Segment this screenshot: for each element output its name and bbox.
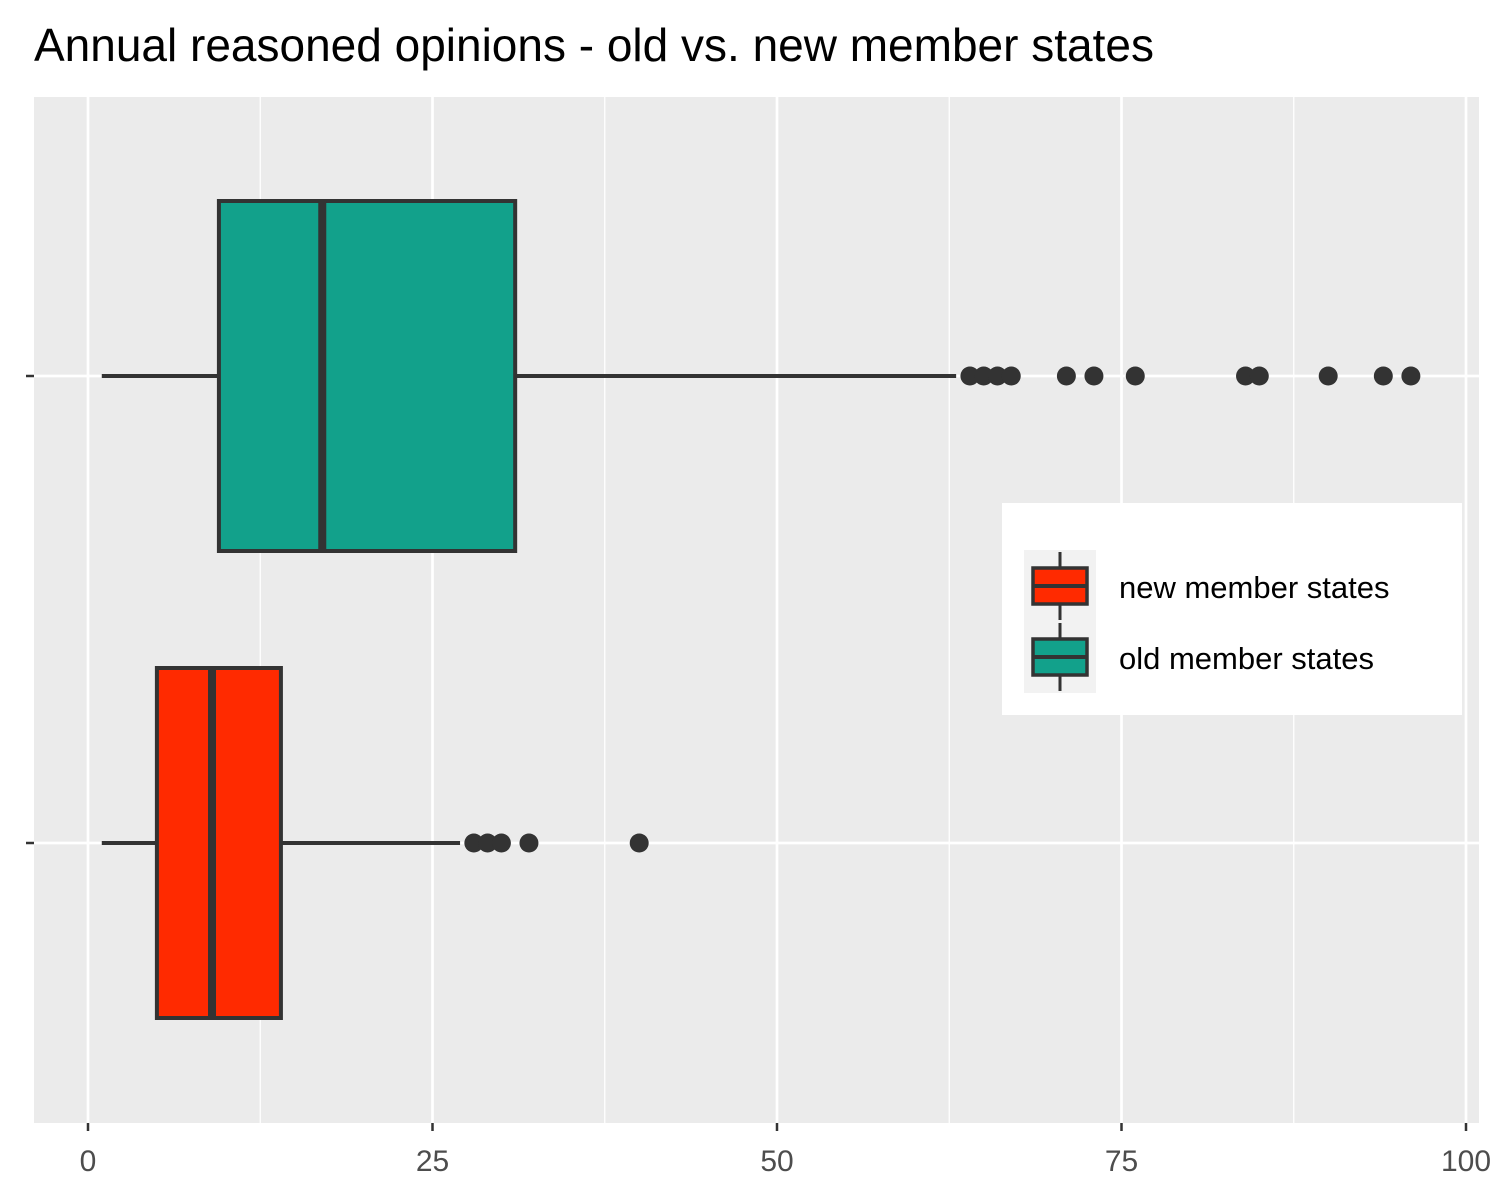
x-tick-label-75: 75 [1105, 1145, 1138, 1178]
box-new-member-states [101, 666, 649, 1020]
outlier-point [987, 366, 1007, 386]
outlier-point [1318, 366, 1338, 386]
x-axis: 0 25 50 75 100 [26, 374, 1491, 1178]
legend-key-1 [1024, 621, 1096, 693]
outlier-point [1373, 366, 1393, 386]
outlier-point [491, 833, 511, 853]
legend-label-old: old member states [1119, 641, 1374, 676]
legend-key-0 [1024, 550, 1096, 622]
outlier-point [1001, 366, 1021, 386]
outlier-point [1249, 366, 1269, 386]
outlier-point [1056, 366, 1076, 386]
chart-title: Annual reasoned opinions - old vs. new m… [34, 19, 1154, 71]
outlier-point [1084, 366, 1104, 386]
outlier-point [1125, 366, 1145, 386]
x-tick-label-50: 50 [760, 1145, 793, 1178]
outlier-point [629, 833, 649, 853]
outlier-point [478, 833, 498, 853]
legend: new member states old member states [1002, 503, 1462, 715]
iqr-box [154, 666, 283, 1020]
box-old-member-states [101, 199, 1421, 553]
iqr-box [216, 199, 518, 553]
legend-label-new: new member states [1119, 570, 1390, 605]
outlier-point [974, 366, 994, 386]
x-tick-label-100: 100 [1441, 1145, 1491, 1178]
outlier-point [1236, 366, 1256, 386]
boxes [101, 199, 1421, 1020]
x-tick-label-25: 25 [416, 1145, 449, 1178]
outlier-point [1401, 366, 1421, 386]
x-tick-label-0: 0 [80, 1145, 97, 1178]
legend-keys [1024, 550, 1096, 693]
outlier-point [960, 366, 980, 386]
outlier-point [519, 833, 539, 853]
outlier-point [464, 833, 484, 853]
